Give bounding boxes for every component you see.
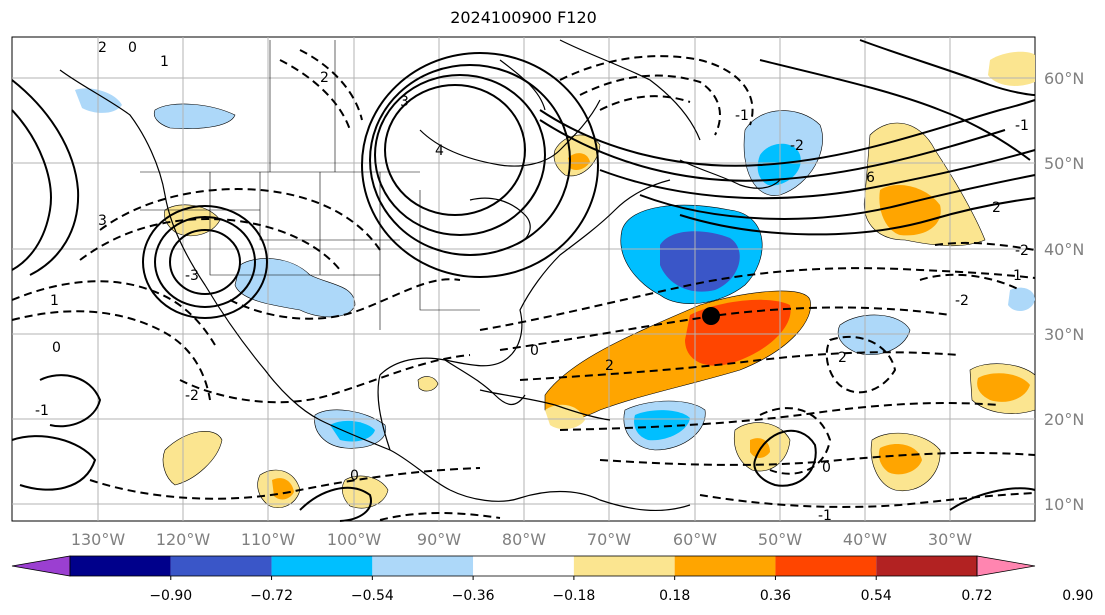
contour-label: 0 (52, 340, 61, 356)
colorbar-ticks: −0.90 −0.72 −0.54 −0.36 −0.18 0.18 0.36 … (149, 588, 1093, 604)
positive-anomaly-cape-verde-core (878, 444, 922, 475)
colorbar-segment (271, 556, 373, 576)
colorbar-tick-label: −0.72 (250, 588, 293, 604)
colorbar-tick-label: −0.54 (351, 588, 394, 604)
contour-label: 4 (435, 143, 444, 159)
colorbar-segment (674, 556, 776, 576)
map-panel: 2 0 1 3 4 3 2 1 0 -1 -2 -3 0 2 -1 -2 0 -… (11, 36, 1036, 524)
colorbar-tick-label: 0.36 (760, 588, 791, 604)
lon-label: 90°W (417, 530, 461, 549)
colorbar-segment (573, 556, 675, 576)
contour-label: -3 (185, 268, 199, 284)
lat-label: 20°N (1044, 410, 1084, 429)
lat-label: 30°N (1044, 325, 1084, 344)
solid-contours (11, 39, 1036, 522)
contour-label: -1 (735, 108, 749, 124)
contour-label: -1 (35, 403, 49, 419)
contour-label: 0 (128, 40, 137, 56)
colorbar-segment (70, 556, 171, 576)
contour-label: 3 (98, 213, 107, 229)
contour-label: 3 (400, 94, 409, 110)
contour-label: -1 (1015, 118, 1029, 134)
shaded-anomalies (75, 51, 1036, 509)
colorbar-segment (775, 556, 877, 576)
contour-label: 2 (605, 358, 614, 374)
colorbar-segment (170, 556, 272, 576)
contour-label: -2 (185, 388, 199, 404)
contour-label: 6 (866, 170, 875, 186)
longitude-labels: 130°W 120°W 110°W 100°W 90°W 80°W 70°W 6… (71, 530, 972, 549)
contour-label: 0 (350, 468, 359, 484)
contour-label: -2 (955, 293, 969, 309)
coastlines (59, 39, 781, 512)
colorbar-tick-label: −0.36 (452, 588, 495, 604)
colorbar-tick-label: 0.72 (961, 588, 992, 604)
lon-label: 40°W (843, 530, 887, 549)
lon-label: 120°W (156, 530, 211, 549)
contour-label: 0 (822, 460, 831, 476)
contour-label: 2 (320, 70, 329, 86)
strong-negative-core (660, 231, 740, 292)
chart-title: 2024100900 F120 (450, 8, 597, 27)
positive-anomaly-nova-scotia-core (568, 153, 590, 170)
state-borders (140, 40, 480, 330)
lon-label: 130°W (71, 530, 126, 549)
colorbar-extend-low (11, 555, 71, 577)
lon-label: 60°W (673, 530, 717, 549)
latitude-labels: 60°N 50°N 40°N 30°N 20°N 10°N (1044, 69, 1084, 514)
colorbar-tick-label: 0.54 (861, 588, 892, 604)
colorbar-extend-high (976, 555, 1036, 577)
positive-anomaly-east-tropics-core (977, 373, 1030, 402)
contour-label: 1 (160, 54, 169, 70)
negative-anomaly-central-atlantic (837, 314, 911, 356)
contour-label: -2 (790, 138, 804, 154)
contour-label: -1 (1008, 268, 1022, 284)
colorbar-tick-label: −0.18 (552, 588, 595, 604)
storm-position-marker (702, 307, 720, 325)
colorbar-tick-label: 0.18 (659, 588, 690, 604)
negative-anomaly-caribbean-core (634, 410, 690, 441)
colorbar-tick-label: 0.90 (1062, 588, 1093, 604)
positive-anomaly-north-east (988, 51, 1035, 86)
positive-anomaly-caribbean-edge (545, 404, 585, 430)
contour-label: -1 (818, 508, 832, 524)
positive-anomaly-east-pacific (162, 431, 223, 486)
contour-label: 1 (50, 293, 59, 309)
lat-label: 40°N (1044, 240, 1084, 259)
dashed-contours (11, 49, 1036, 521)
negative-anomaly-north-atlantic-core (757, 143, 801, 186)
contour-label: 0 (530, 343, 539, 359)
contour-labels: 2 0 1 3 4 3 2 1 0 -1 -2 -3 0 2 -1 -2 0 -… (35, 40, 1029, 524)
negative-anomaly-east-edge (1008, 287, 1035, 312)
lat-label: 10°N (1044, 495, 1084, 514)
contour-label: 2 (838, 350, 847, 366)
positive-anomaly-north-atlantic-core (879, 185, 941, 236)
lon-label: 110°W (241, 530, 296, 549)
negative-anomaly-mexico-core (330, 420, 375, 442)
colorbar-segment (473, 556, 574, 576)
lon-label: 30°W (928, 530, 972, 549)
lat-label: 60°N (1044, 69, 1084, 88)
gridlines (12, 37, 1035, 521)
lon-label: 70°W (587, 530, 631, 549)
colorbar-frame (69, 555, 978, 577)
contour-label: 2 (98, 40, 107, 56)
negative-anomaly-pacific-nw (153, 103, 236, 129)
lon-label: 80°W (502, 530, 546, 549)
contour-label: 2 (992, 200, 1001, 216)
positive-anomaly-gulf (417, 376, 439, 392)
colorbar-segment (372, 556, 474, 576)
colorbar-segment (876, 556, 977, 576)
contour-label: -2 (1015, 243, 1029, 259)
colorbar: −0.90 −0.72 −0.54 −0.36 −0.18 0.18 0.36 … (11, 555, 1093, 604)
lon-label: 50°W (758, 530, 802, 549)
lon-label: 100°W (327, 530, 382, 549)
colorbar-tick-label: −0.90 (149, 588, 192, 604)
colorbar-segments (11, 555, 1036, 580)
lat-label: 50°N (1044, 154, 1084, 173)
